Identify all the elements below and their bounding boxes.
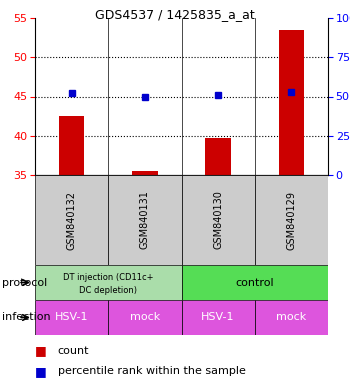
Text: infection: infection: [2, 313, 50, 323]
Text: protocol: protocol: [2, 278, 47, 288]
Bar: [35, 265, 182, 300]
Bar: [255, 175, 328, 265]
Text: ■: ■: [35, 365, 47, 377]
Text: DT injection (CD11c+: DT injection (CD11c+: [63, 273, 154, 282]
Text: HSV-1: HSV-1: [201, 313, 235, 323]
Text: control: control: [236, 278, 274, 288]
Bar: [132, 171, 158, 175]
Text: mock: mock: [276, 313, 307, 323]
Text: GDS4537 / 1425835_a_at: GDS4537 / 1425835_a_at: [95, 8, 255, 21]
Bar: [35, 175, 108, 265]
Bar: [182, 175, 255, 265]
Bar: [255, 300, 328, 335]
Bar: [108, 175, 182, 265]
Text: count: count: [58, 346, 89, 356]
Text: percentile rank within the sample: percentile rank within the sample: [58, 366, 246, 376]
Text: GSM840132: GSM840132: [66, 190, 77, 250]
Bar: [205, 138, 231, 175]
Text: GSM840131: GSM840131: [140, 190, 150, 250]
Text: ■: ■: [35, 344, 47, 358]
Text: GSM840129: GSM840129: [286, 190, 296, 250]
Bar: [279, 30, 304, 175]
Text: DC depletion): DC depletion): [79, 286, 137, 295]
Text: mock: mock: [130, 313, 160, 323]
Bar: [182, 300, 255, 335]
Bar: [182, 265, 328, 300]
Bar: [108, 300, 182, 335]
Bar: [35, 300, 108, 335]
Text: HSV-1: HSV-1: [55, 313, 88, 323]
Text: GSM840130: GSM840130: [213, 190, 223, 250]
Bar: [59, 116, 84, 175]
